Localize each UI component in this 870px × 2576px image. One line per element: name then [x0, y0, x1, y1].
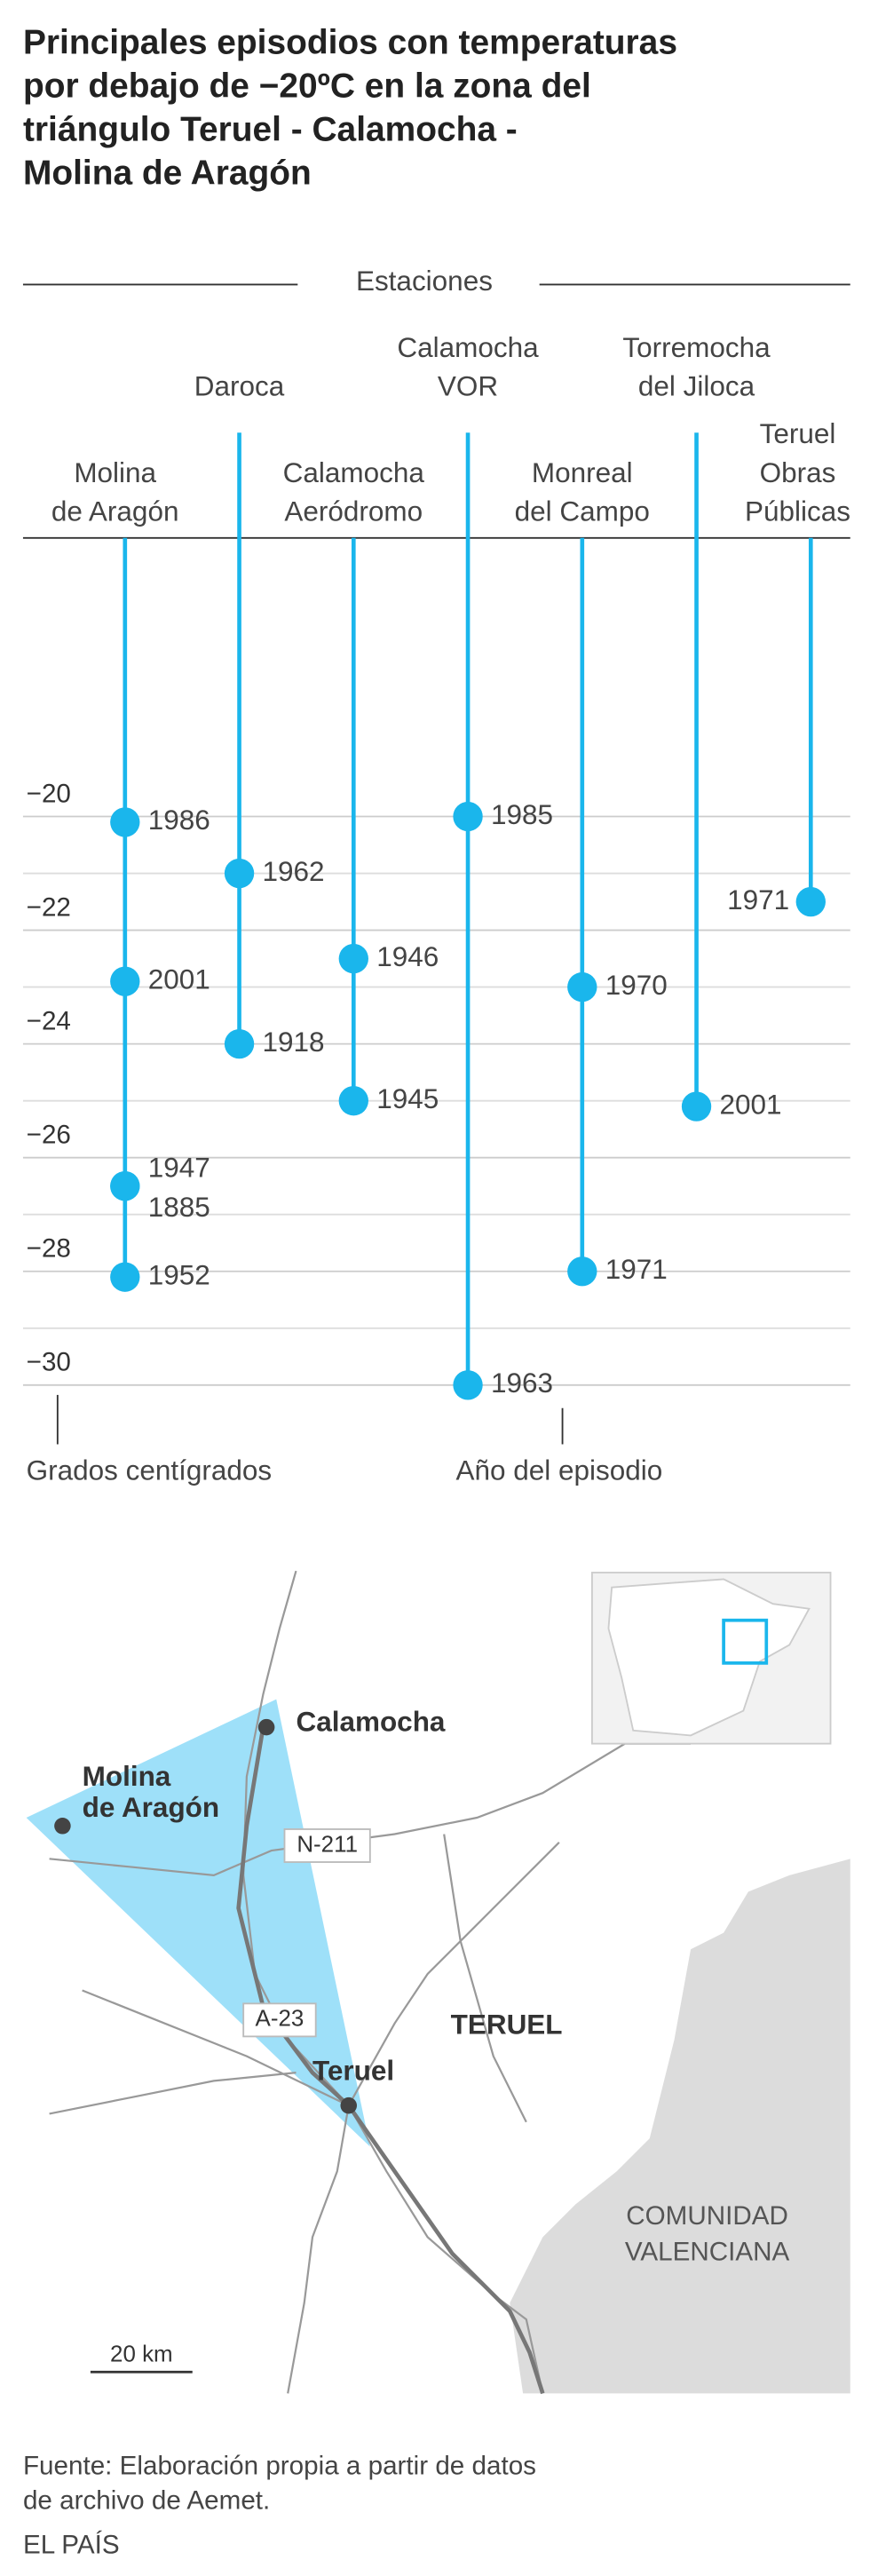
dot	[110, 807, 140, 837]
station-label: Monreal	[532, 456, 633, 488]
year-label: 1970	[605, 969, 668, 1001]
dot	[795, 886, 826, 917]
title: Molina de Aragón	[23, 155, 312, 193]
y-tick-label: −26	[27, 1120, 71, 1149]
community-label: COMUNIDAD	[626, 2201, 788, 2231]
station-label: del Jiloca	[638, 370, 755, 402]
road-badge	[242, 2002, 317, 2038]
inset-focus	[722, 1618, 769, 1665]
dot	[681, 1091, 712, 1122]
station-label: Calamocha	[283, 456, 425, 488]
station-label: Públicas	[745, 495, 850, 527]
source: de archivo de Aemet.	[23, 2485, 270, 2515]
brand: EL PAÍS	[23, 2530, 120, 2559]
map: Calamocha Molina de Aragón Teruel N-211 …	[22, 1570, 850, 2395]
dot	[453, 1370, 483, 1400]
community-label: VALENCIANA	[625, 2238, 790, 2267]
year-label: 1971	[605, 1253, 668, 1285]
year-label: 1918	[262, 1026, 324, 1058]
year-label: 1962	[262, 855, 324, 887]
station-label: de Aragón	[51, 495, 179, 527]
year-label: 1952	[148, 1258, 210, 1290]
region-valencia	[510, 1859, 850, 2394]
scale-label: 20 km	[110, 2342, 173, 2367]
y-tick-label: −22	[27, 892, 71, 922]
y-tick-label: −30	[27, 1348, 71, 1377]
y-tick-label: −28	[27, 1233, 71, 1263]
y-tick-label: −24	[27, 1006, 71, 1035]
station-label: Aeródromo	[284, 495, 423, 527]
year-label: 1963	[491, 1367, 553, 1399]
source: Fuente: Elaboración propia a partir de d…	[23, 2452, 536, 2481]
station-label: Molina	[74, 456, 156, 488]
y-tick-label: −20	[27, 779, 71, 808]
year-label: 1945	[376, 1082, 439, 1114]
road-badge	[283, 1828, 371, 1863]
year-label: 1885	[148, 1191, 210, 1223]
dot	[110, 1171, 140, 1201]
station-label: Daroca	[194, 370, 285, 402]
y-note: Grados centígrados	[27, 1454, 273, 1486]
place-label: Calamocha	[296, 1706, 445, 1738]
year-label: 1946	[376, 940, 439, 972]
place-label: Molina	[83, 1760, 171, 1792]
station-label: VOR	[438, 370, 498, 402]
year-label: 1985	[491, 798, 553, 830]
title: Principales episodios con temperaturas	[23, 23, 677, 61]
place-label: de Aragón	[83, 1791, 220, 1823]
year-label: 1971	[727, 884, 789, 915]
dot	[110, 1262, 140, 1292]
town	[257, 1718, 275, 1736]
road-label: N-211	[297, 1832, 358, 1857]
label-note: Año del episodio	[455, 1454, 662, 1486]
title: triángulo Teruel - Calamocha -	[23, 110, 518, 148]
dot	[224, 858, 255, 889]
year-label: 1947	[148, 1151, 210, 1183]
place-label: Teruel	[312, 2054, 394, 2086]
dot	[224, 1028, 255, 1059]
inset-iberia	[607, 1578, 811, 1737]
header: Estaciones	[356, 265, 493, 297]
station-label: Torremocha	[622, 331, 771, 363]
region-label: TERUEL	[451, 2009, 563, 2041]
year-label: 2001	[719, 1088, 781, 1120]
station-label: Teruel	[760, 417, 836, 449]
year-label: 2001	[148, 963, 210, 995]
dot	[338, 943, 368, 974]
dot	[567, 971, 597, 1003]
station-label: del Campo	[515, 495, 650, 527]
dot	[110, 966, 140, 996]
title: por debajo de −20ºC en la zona del	[23, 67, 591, 105]
dot	[453, 801, 483, 832]
road-label: A-23	[256, 2007, 304, 2032]
chart: Principales episodios con temperaturas po…	[22, 23, 850, 1486]
dot	[338, 1085, 368, 1116]
station-label: Calamocha	[397, 331, 539, 363]
year-label: 1986	[148, 804, 210, 836]
dot	[567, 1256, 597, 1287]
town	[54, 1818, 71, 1835]
station-label: Obras	[760, 456, 836, 488]
town	[340, 2096, 358, 2114]
